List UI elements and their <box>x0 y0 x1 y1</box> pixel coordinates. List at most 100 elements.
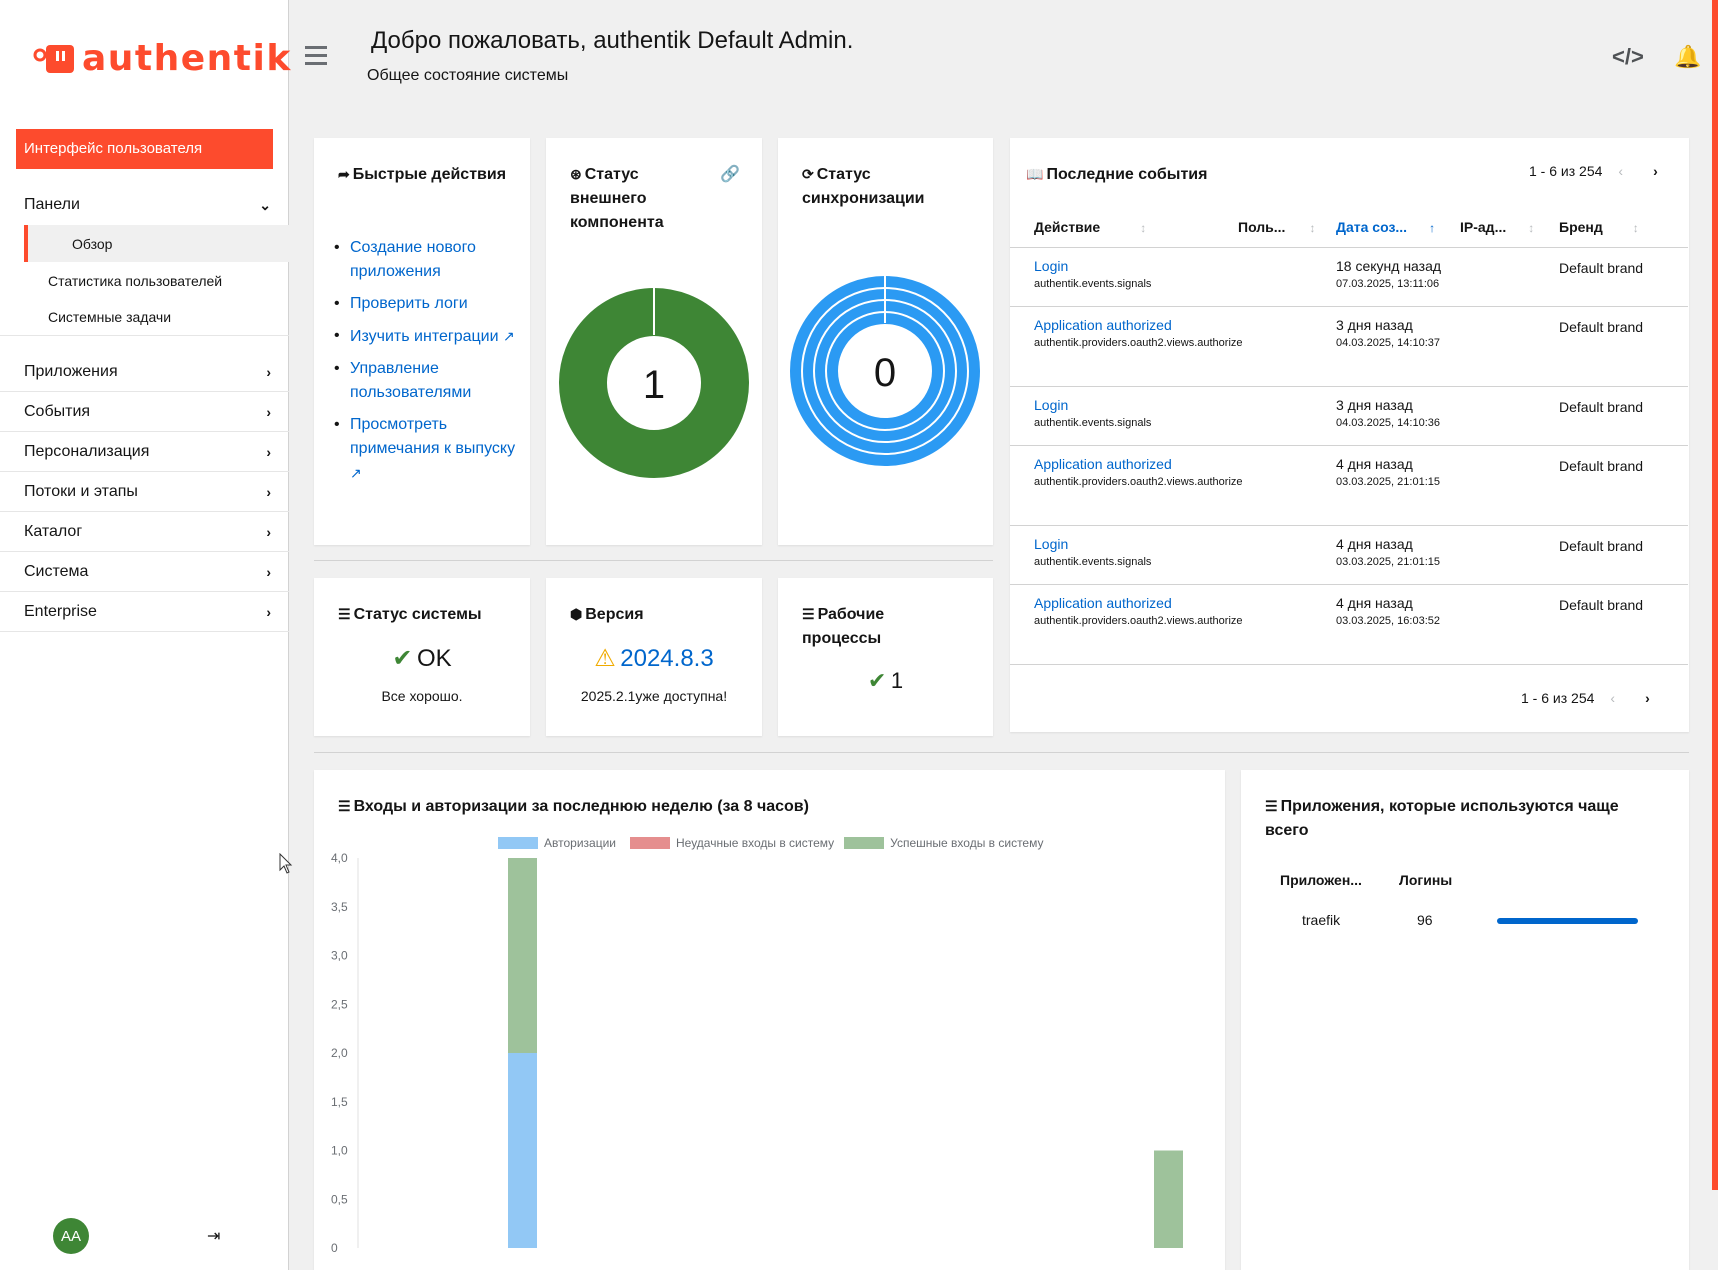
outpost-status-card: ⊛ Статус внешнего компонента 🔗 1 <box>546 138 762 545</box>
nav-item-system[interactable]: Система › <box>0 552 289 592</box>
col-logins[interactable]: Логины <box>1399 872 1453 888</box>
version-value[interactable]: 2024.8.3 <box>620 645 714 672</box>
nav-item-events[interactable]: События › <box>0 392 289 432</box>
nav-item-panels[interactable]: Панели ⌄ <box>0 185 289 225</box>
logins-chart-card: ☰ Входы и авторизации за последнюю неделю… <box>314 770 1225 1270</box>
nav-item-enterprise[interactable]: Enterprise › <box>0 592 289 632</box>
scrollbar[interactable] <box>1712 0 1718 1190</box>
event-brand: Default brand <box>1559 260 1644 276</box>
release-notes-link[interactable]: Просмотреть примечания к выпуску <box>350 416 516 457</box>
table-row: Login authentik.events.signals 18 секунд … <box>1010 248 1688 307</box>
api-browser-icon[interactable]: </> <box>1612 44 1644 69</box>
col-label: Дата соз... <box>1336 218 1408 235</box>
event-action-link[interactable]: Login <box>1034 397 1069 413</box>
link-icon[interactable]: 🔗 <box>720 166 740 183</box>
y-tick-label: 3,5 <box>331 900 348 914</box>
app-logins: 96 <box>1417 912 1433 928</box>
authentik-logo[interactable]: authentik <box>32 38 292 79</box>
avatar[interactable]: AA <box>53 1218 89 1254</box>
table-row: Application authorized authentik.provider… <box>1010 307 1688 387</box>
status-note: Все хорошо. <box>381 688 463 704</box>
bar-segment[interactable] <box>508 1053 537 1248</box>
nav-item-label: Панели <box>24 196 80 213</box>
col-brand[interactable]: Бренд ↕ <box>1559 219 1688 235</box>
nav-item-directory[interactable]: Каталог › <box>0 512 289 552</box>
col-label: Поль... <box>1238 218 1286 235</box>
logout-icon[interactable]: ⇥ <box>207 1228 221 1245</box>
manage-users-link[interactable]: Управление пользователями <box>350 360 472 401</box>
prev-page-icon[interactable]: ‹ <box>1618 163 1624 179</box>
outpost-count: 1 <box>643 363 665 407</box>
event-source: authentik.providers.oauth2.views.authori… <box>1034 476 1243 488</box>
card-title-text: Рабочие процессы <box>802 606 885 647</box>
logo-text: authentik <box>82 38 292 79</box>
workers-row: ✔ 1 <box>778 668 993 694</box>
card-title: ⟳ Статус синхронизации <box>802 162 952 211</box>
bar-segment[interactable] <box>508 858 537 1053</box>
event-action-link[interactable]: Login <box>1034 258 1069 274</box>
next-page-icon[interactable]: › <box>1645 690 1650 706</box>
sync-count: 0 <box>874 351 896 395</box>
event-brand: Default brand <box>1559 597 1644 613</box>
explore-integrations-link[interactable]: Изучить интеграции <box>350 328 499 345</box>
chart-legend: Авторизации Неудачные входы в систему Ус… <box>498 836 1044 850</box>
mouse-cursor-icon <box>279 853 293 874</box>
event-relative-time: 3 дня назад <box>1336 397 1413 413</box>
event-action-link[interactable]: Application authorized <box>1034 456 1172 472</box>
sort-icon: ↕ <box>1140 220 1147 235</box>
next-page-icon[interactable]: › <box>1653 163 1658 179</box>
legend-swatch <box>498 837 538 849</box>
nav-item-label: Enterprise <box>24 602 97 620</box>
hamburger-menu-icon[interactable] <box>305 46 327 70</box>
y-tick-label: 2,5 <box>331 997 348 1011</box>
col-user[interactable]: Поль... ↕ <box>1238 219 1336 235</box>
version-note: 2025.2.1уже доступна! <box>580 688 728 704</box>
col-application[interactable]: Приложен... <box>1280 872 1362 888</box>
event-source: authentik.events.signals <box>1034 417 1152 429</box>
pagination-text: 1 - 6 из 254 <box>1521 690 1595 706</box>
event-relative-time: 4 дня назад <box>1336 536 1413 552</box>
nav-item-flows[interactable]: Потоки и этапы › <box>0 472 289 512</box>
nav-item-customization[interactable]: Персонализация › <box>0 432 289 472</box>
logo-icon <box>33 44 74 73</box>
user-interface-button[interactable]: Интерфейс пользователя <box>16 129 273 169</box>
nav-item-applications[interactable]: Приложения › <box>0 352 289 392</box>
event-action-link[interactable]: Application authorized <box>1034 595 1172 611</box>
system-status-card: ☰ Статус системы ✔ OK Все хорошо. <box>314 578 530 736</box>
col-ip[interactable]: IP-ад... ↕ <box>1460 219 1559 235</box>
col-action[interactable]: Действие ↕ <box>1010 219 1238 235</box>
events-table: Действие ↕ Поль... ↕ Дата соз... ↑ IP-ад...… <box>1010 206 1688 665</box>
create-application-link[interactable]: Создание нового приложения <box>350 239 476 280</box>
chevron-right-icon: › <box>266 403 271 420</box>
notifications-bell-icon[interactable]: 🔔 <box>1674 44 1702 69</box>
event-action-link[interactable]: Application authorized <box>1034 317 1172 333</box>
col-label: IP-ад... <box>1460 218 1507 235</box>
divider <box>314 752 1689 753</box>
cube-icon: ⬢ <box>570 606 583 622</box>
page-subtitle: Общее состояние системы <box>367 67 569 84</box>
sort-icon: ↕ <box>1309 220 1316 235</box>
event-brand: Default brand <box>1559 538 1644 554</box>
events-pagination-top: 1 - 6 из 254 ‹ › <box>1529 163 1658 179</box>
top-apps-card: ☰ Приложения, которые используются чаще в… <box>1241 770 1689 1270</box>
card-title: ☰ Рабочие процессы <box>802 602 932 651</box>
nav-sub-system-tasks[interactable]: Системные задачи <box>0 299 289 336</box>
col-created[interactable]: Дата соз... ↑ <box>1336 219 1460 235</box>
book-icon: 📖 <box>1026 166 1044 182</box>
chevron-right-icon: › <box>266 443 271 460</box>
nav-sub-overview[interactable]: Обзор <box>24 225 289 262</box>
y-tick-label: 1,5 <box>331 1095 348 1109</box>
event-action-link[interactable]: Login <box>1034 536 1069 552</box>
legend-label: Неудачные входы в систему <box>675 836 835 850</box>
bar-segment[interactable] <box>1154 1150 1183 1249</box>
status-value: OK <box>416 645 452 672</box>
recent-events-card: 📖 Последние события 1 - 6 из 254 ‹ › Действ… <box>1010 138 1689 732</box>
prev-page-icon[interactable]: ‹ <box>1610 690 1616 706</box>
card-title-text: Статус системы <box>353 606 482 623</box>
nav-sub-user-stats[interactable]: Статистика пользователей <box>48 272 223 289</box>
external-link-icon: ↗ <box>502 328 515 344</box>
server-icon: ☰ <box>338 798 351 814</box>
table-row: Application authorized authentik.provider… <box>1010 585 1688 665</box>
card-title: ☰ Входы и авторизации за последнюю неделю… <box>338 794 809 819</box>
check-logs-link[interactable]: Проверить логи <box>350 295 468 312</box>
